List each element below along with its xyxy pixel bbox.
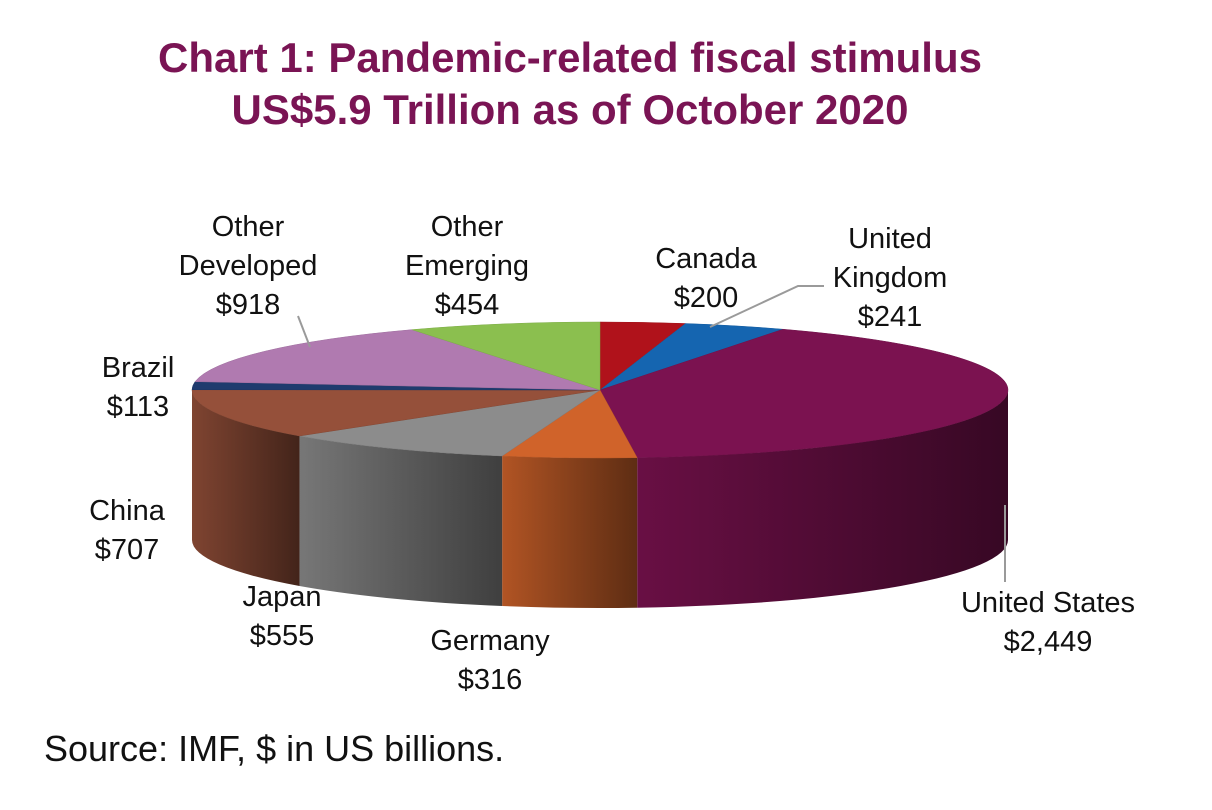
slice-label-text: Germany xyxy=(430,625,550,657)
slice-label-text: United xyxy=(848,223,932,255)
slice-germany xyxy=(501,389,638,459)
slice-label-canada: Canada $200 xyxy=(655,240,757,318)
slice-value: $454 xyxy=(434,289,500,321)
slice-side-china xyxy=(192,390,300,586)
slice-label-other-developed: Other Developed $918 xyxy=(179,208,318,325)
slice-label-text: Other xyxy=(211,211,285,243)
slice-side-germany xyxy=(502,456,638,608)
slice-other-developed xyxy=(194,329,601,391)
slice-value: $555 xyxy=(249,620,315,652)
slice-label-united-states: United States $2,449 xyxy=(961,584,1135,662)
source-note: Source: IMF, $ in US billions. xyxy=(44,728,505,769)
slice-value: $918 xyxy=(215,289,281,321)
slice-label-text: Emerging xyxy=(404,250,530,282)
slice-side-united-states xyxy=(637,390,1008,608)
slice-other-emerging xyxy=(411,321,601,391)
slice-japan xyxy=(299,389,601,457)
slice-value: $241 xyxy=(857,301,923,333)
pie-tops xyxy=(191,321,1009,459)
slice-label-japan: Japan $555 xyxy=(242,578,321,656)
slice-label-china: China $707 xyxy=(89,492,165,570)
slice-label-germany: Germany $316 xyxy=(430,622,549,700)
leader-lines xyxy=(297,285,1006,582)
slice-label-text: Japan xyxy=(242,581,322,613)
leader-other-developed xyxy=(297,315,311,348)
slice-label-text: Other xyxy=(430,211,504,243)
slice-china xyxy=(191,389,601,437)
slice-label-text: Brazil xyxy=(101,352,175,384)
slice-value: $316 xyxy=(457,664,523,696)
slice-label-text: Canada xyxy=(655,243,757,275)
slice-value: $2,449 xyxy=(1003,626,1093,658)
slice-label-brazil: Brazil $113 xyxy=(102,349,175,427)
slice-label-united-kingdom: United Kingdom $241 xyxy=(833,220,947,337)
pie-sides xyxy=(192,390,1008,608)
slice-united-states xyxy=(599,328,1009,458)
slice-label-other-emerging: Other Emerging $454 xyxy=(405,208,529,325)
slice-value: $707 xyxy=(94,534,160,566)
chart-subtitle: US$5.9 Trillion as of October 2020 xyxy=(231,86,909,133)
chart-title: Chart 1: Pandemic-related fiscal stimulu… xyxy=(158,34,982,81)
slice-label-text: China xyxy=(89,495,165,527)
slice-side-japan xyxy=(299,435,503,607)
leader-united-kingdom xyxy=(709,285,824,328)
slice-label-text: United States xyxy=(960,587,1136,619)
slice-value: $200 xyxy=(673,282,739,314)
slice-label-text: Kingdom xyxy=(832,262,948,294)
slice-value: $113 xyxy=(106,391,170,423)
slice-label-text: Developed xyxy=(178,250,318,282)
